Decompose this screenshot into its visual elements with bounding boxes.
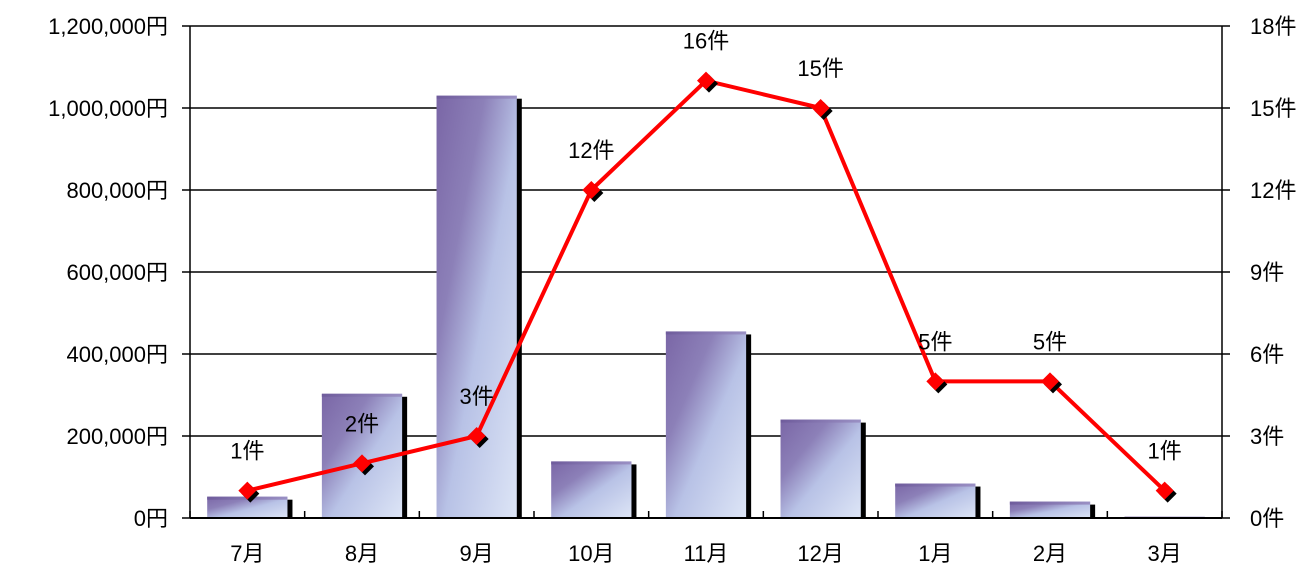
x-tick-label: 8月 [345, 541, 379, 566]
line-marker [1155, 481, 1177, 503]
bar-body [207, 496, 288, 518]
line-marker-diamond [238, 481, 257, 500]
line-data-label: 2件 [345, 411, 379, 436]
bar [780, 419, 866, 518]
x-tick-label: 11月 [684, 541, 729, 566]
line-data-label: 5件 [918, 329, 952, 354]
line-marker-diamond [353, 454, 371, 473]
x-tick-label: 10月 [568, 541, 614, 566]
line-marker [582, 181, 604, 202]
line-data-label: 1件 [230, 439, 264, 464]
bar-top [436, 95, 517, 99]
line-marker-diamond [811, 99, 830, 117]
y-left-tick-label: 200,000円 [66, 424, 168, 449]
line-data-label: 1件 [1148, 439, 1182, 464]
bar-top [551, 461, 632, 465]
bar-body [780, 419, 861, 518]
line-layer [238, 71, 1177, 503]
line-marker [353, 454, 374, 476]
x-tick-label: 1月 [918, 541, 952, 566]
bar [665, 331, 752, 518]
bar [551, 461, 637, 518]
line-data-label: 3件 [460, 384, 494, 409]
x-tick-label: 2月 [1033, 541, 1067, 566]
bar-top [1009, 501, 1091, 505]
x-tick-label: 7月 [230, 541, 264, 566]
line-marker [238, 481, 260, 503]
y-left-tick-label: 800,000円 [66, 178, 168, 203]
y-left-tick-label: 0円 [134, 506, 168, 531]
y-left-tick-label: 600,000円 [66, 260, 168, 285]
bar [436, 95, 522, 518]
line-marker [1041, 372, 1062, 394]
bar-layer [207, 95, 1205, 518]
label-layer: 1件 2件 3件 12件 16件 15件 5件 5件 1件 [230, 29, 1182, 464]
bar [895, 483, 981, 518]
y-right-tick-label: 12件 [1250, 178, 1296, 203]
line-marker-diamond [582, 181, 601, 199]
line-marker-diamond [1155, 481, 1174, 500]
bar-body [1009, 501, 1091, 518]
line-data-label: 15件 [797, 56, 843, 81]
line-marker [811, 99, 833, 120]
y-left-tick-label: 1,000,000円 [48, 96, 168, 121]
bar [1009, 501, 1096, 518]
x-tick-label: 12月 [797, 541, 843, 566]
bar-body [895, 483, 976, 518]
line-marker [926, 372, 948, 394]
bar-body [436, 95, 517, 518]
bar-top [780, 419, 861, 423]
x-tick-label: 9月 [460, 541, 494, 566]
line-data-label: 5件 [1033, 329, 1067, 354]
axis-layer: 0円 200,000円 400,000円 600,000円 800,000円 1,000,… [48, 14, 1296, 566]
line-marker [697, 71, 718, 93]
y-left-tick-label: 1,200,000円 [48, 14, 168, 39]
line-marker-diamond [1041, 372, 1059, 391]
y-left-tick-label: 400,000円 [66, 342, 168, 367]
line-data-label: 12件 [568, 138, 614, 163]
line-marker-diamond [697, 71, 715, 90]
line-marker-diamond [467, 427, 486, 445]
line-data-label: 16件 [683, 29, 729, 54]
bar-body [665, 331, 747, 518]
bar-body [551, 461, 632, 518]
bar-top [321, 393, 403, 397]
bar-top [665, 331, 747, 335]
line-marker [467, 427, 489, 448]
y-right-tick-label: 6件 [1250, 342, 1284, 367]
y-right-tick-label: 9件 [1250, 260, 1284, 285]
y-right-tick-label: 18件 [1250, 14, 1296, 39]
bar-top [895, 483, 976, 487]
x-tick-label: 3月 [1148, 541, 1182, 566]
y-right-tick-label: 3件 [1250, 424, 1284, 449]
y-right-tick-label: 15件 [1250, 96, 1296, 121]
y-right-tick-label: 0件 [1250, 506, 1284, 531]
line-marker-diamond [926, 372, 945, 391]
